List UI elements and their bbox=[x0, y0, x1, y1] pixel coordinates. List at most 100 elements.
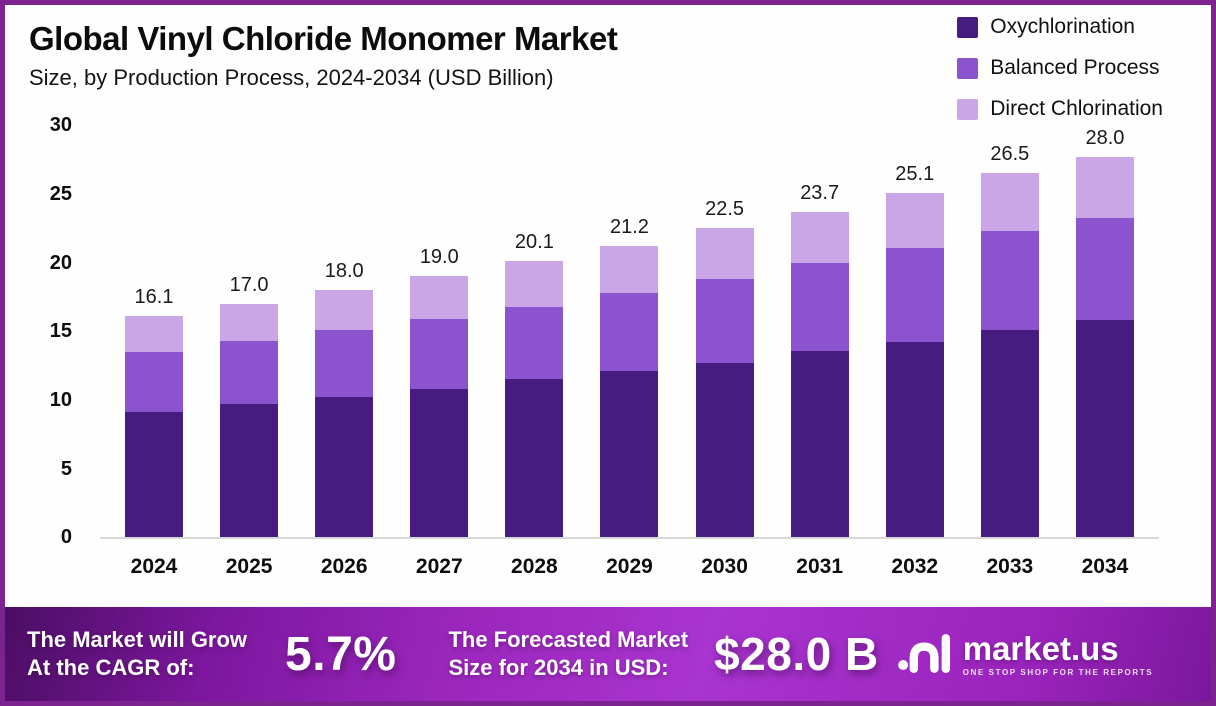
bar-total-label: 19.0 bbox=[419, 246, 459, 269]
bar-segment-direct-chlorination bbox=[600, 246, 659, 293]
bar-segment-oxychlorination bbox=[125, 412, 183, 538]
y-tick-label: 5 bbox=[60, 457, 72, 480]
legend-label: Balanced Process bbox=[990, 56, 1160, 79]
x-axis: 2024 2025 2026 2027 2028 2029 2030 2031 2032 2033… bbox=[100, 555, 1159, 579]
bar-total-label: 20.1 bbox=[514, 231, 554, 254]
bar-2030: 22.5 bbox=[695, 127, 754, 538]
bar-segment-balanced-process bbox=[980, 231, 1039, 330]
bar-2031: 23.7 bbox=[790, 127, 849, 538]
bar-segment-balanced-process bbox=[1075, 218, 1134, 321]
header: Global Vinyl Chloride Monomer Market Siz… bbox=[5, 5, 1211, 91]
x-tick-label: 2026 bbox=[320, 555, 368, 579]
bar-segment-oxychlorination bbox=[505, 379, 564, 538]
bar-2026: 18.0 bbox=[315, 127, 374, 538]
bar-total-label: 25.1 bbox=[895, 162, 935, 185]
brand-name: market.us bbox=[962, 629, 1119, 667]
bar-2024: 16.1 bbox=[125, 127, 183, 538]
chart-subtitle: Size, by Production Process, 2024-2034 (… bbox=[29, 65, 554, 91]
bar-segment-direct-chlorination bbox=[695, 228, 754, 280]
bars: 16.1 17.0 18.0 19.0 20.1 21.2 22.5 23.7 25.1 26.5… bbox=[100, 127, 1159, 538]
bar-segment-oxychlorination bbox=[885, 342, 944, 538]
cagr-value: 5.7% bbox=[285, 627, 397, 681]
market-us-logo-icon bbox=[897, 626, 955, 683]
bar-segment-direct-chlorination bbox=[790, 211, 849, 263]
x-tick-label: 2025 bbox=[225, 555, 273, 579]
bar-segment-direct-chlorination bbox=[220, 303, 279, 341]
bar-segment-balanced-process bbox=[600, 292, 659, 372]
legend-swatch bbox=[957, 16, 979, 38]
bar-segment-direct-chlorination bbox=[315, 290, 374, 330]
x-tick-label: 2028 bbox=[511, 555, 558, 579]
x-tick-label: 2034 bbox=[1081, 555, 1129, 579]
legend-label: Direct Chlorination bbox=[990, 97, 1163, 120]
bar-segment-direct-chlorination bbox=[885, 192, 944, 248]
legend-item-1: Balanced Process bbox=[957, 56, 1163, 80]
bar-segment-balanced-process bbox=[410, 319, 469, 389]
x-tick-label: 2024 bbox=[130, 555, 178, 579]
bar-segment-oxychlorination bbox=[410, 389, 469, 538]
bar-segment-balanced-process bbox=[220, 340, 279, 405]
bar-segment-oxychlorination bbox=[315, 397, 374, 538]
bar-segment-balanced-process bbox=[885, 247, 944, 343]
plot-area: 0 5 10 15 20 25 30 16.1 17.0 18.0 19.0 20.1 21.2 22.… bbox=[50, 114, 1159, 548]
bar-segment-direct-chlorination bbox=[125, 316, 183, 352]
legend-swatch bbox=[957, 98, 979, 120]
brand-logo: market.us ONE STOP SHOP FOR THE REPORTS bbox=[897, 626, 1153, 683]
x-tick-label: 2030 bbox=[701, 555, 748, 579]
y-tick-label: 10 bbox=[49, 388, 72, 411]
bar-2034: 28.0 bbox=[1075, 127, 1134, 538]
bar-segment-oxychlorination bbox=[600, 371, 659, 538]
legend-label: Oxychlorination bbox=[990, 15, 1135, 38]
x-tick-label: 2032 bbox=[891, 555, 939, 579]
y-tick-label: 20 bbox=[49, 251, 72, 274]
legend-item-2: Direct Chlorination bbox=[957, 97, 1163, 121]
bar-total-label: 23.7 bbox=[800, 181, 840, 204]
footer-banner: The Market will Grow At the CAGR of: 5.7%… bbox=[5, 607, 1211, 701]
bar-segment-direct-chlorination bbox=[980, 173, 1039, 232]
bar-segment-oxychlorination bbox=[695, 362, 754, 538]
bar-2033: 26.5 bbox=[980, 127, 1039, 538]
bar-total-label: 21.2 bbox=[610, 216, 649, 239]
bar-total-label: 17.0 bbox=[229, 273, 269, 296]
bar-segment-oxychlorination bbox=[1075, 320, 1134, 538]
bar-segment-balanced-process bbox=[790, 262, 849, 351]
y-axis: 0 5 10 15 20 25 30 bbox=[38, 114, 86, 548]
legend-swatch bbox=[957, 57, 979, 79]
y-tick-label: 15 bbox=[49, 320, 72, 343]
bar-segment-direct-chlorination bbox=[410, 276, 469, 319]
bar-total-label: 26.5 bbox=[990, 143, 1030, 166]
bar-2025: 17.0 bbox=[220, 127, 279, 538]
bar-total-label: 28.0 bbox=[1085, 127, 1125, 150]
chart: 0 5 10 15 20 25 30 16.1 17.0 18.0 19.0 20.1 21.2 22.… bbox=[50, 114, 1159, 579]
legend-item-0: Oxychlorination bbox=[957, 15, 1163, 39]
bar-segment-direct-chlorination bbox=[1075, 157, 1134, 219]
bar-2027: 19.0 bbox=[410, 127, 469, 538]
brand-tagline: ONE STOP SHOP FOR THE REPORTS bbox=[962, 667, 1154, 677]
bar-2028: 20.1 bbox=[505, 127, 564, 538]
x-tick-label: 2031 bbox=[796, 555, 844, 579]
x-tick-label: 2033 bbox=[986, 555, 1034, 579]
y-tick-label: 0 bbox=[60, 526, 72, 549]
x-tick-label: 2029 bbox=[606, 555, 653, 579]
bar-segment-oxychlorination bbox=[980, 329, 1039, 538]
cagr-label: The Market will Grow At the CAGR of: bbox=[27, 626, 248, 680]
bar-segment-balanced-process bbox=[505, 306, 564, 380]
bar-total-label: 18.0 bbox=[324, 260, 364, 283]
bar-total-label: 16.1 bbox=[134, 286, 174, 309]
forecast-label: The Forecasted Market Size for 2034 in US… bbox=[448, 626, 689, 680]
bar-2032: 25.1 bbox=[885, 127, 944, 538]
y-tick-label: 25 bbox=[49, 182, 72, 205]
x-tick-label: 2027 bbox=[415, 555, 463, 579]
bar-2029: 21.2 bbox=[600, 127, 659, 538]
bar-segment-balanced-process bbox=[125, 351, 183, 413]
bar-segment-oxychlorination bbox=[220, 404, 279, 538]
y-tick-label: 30 bbox=[49, 114, 72, 137]
chart-title: Global Vinyl Chloride Monomer Market bbox=[29, 20, 618, 57]
legend: Oxychlorination Balanced Process Direct Ch… bbox=[957, 15, 1163, 121]
bar-segment-balanced-process bbox=[315, 329, 374, 398]
bar-segment-balanced-process bbox=[695, 279, 754, 363]
forecast-value: $28.0 B bbox=[714, 628, 879, 680]
bar-segment-oxychlorination bbox=[790, 350, 849, 538]
bar-total-label: 22.5 bbox=[705, 198, 745, 221]
